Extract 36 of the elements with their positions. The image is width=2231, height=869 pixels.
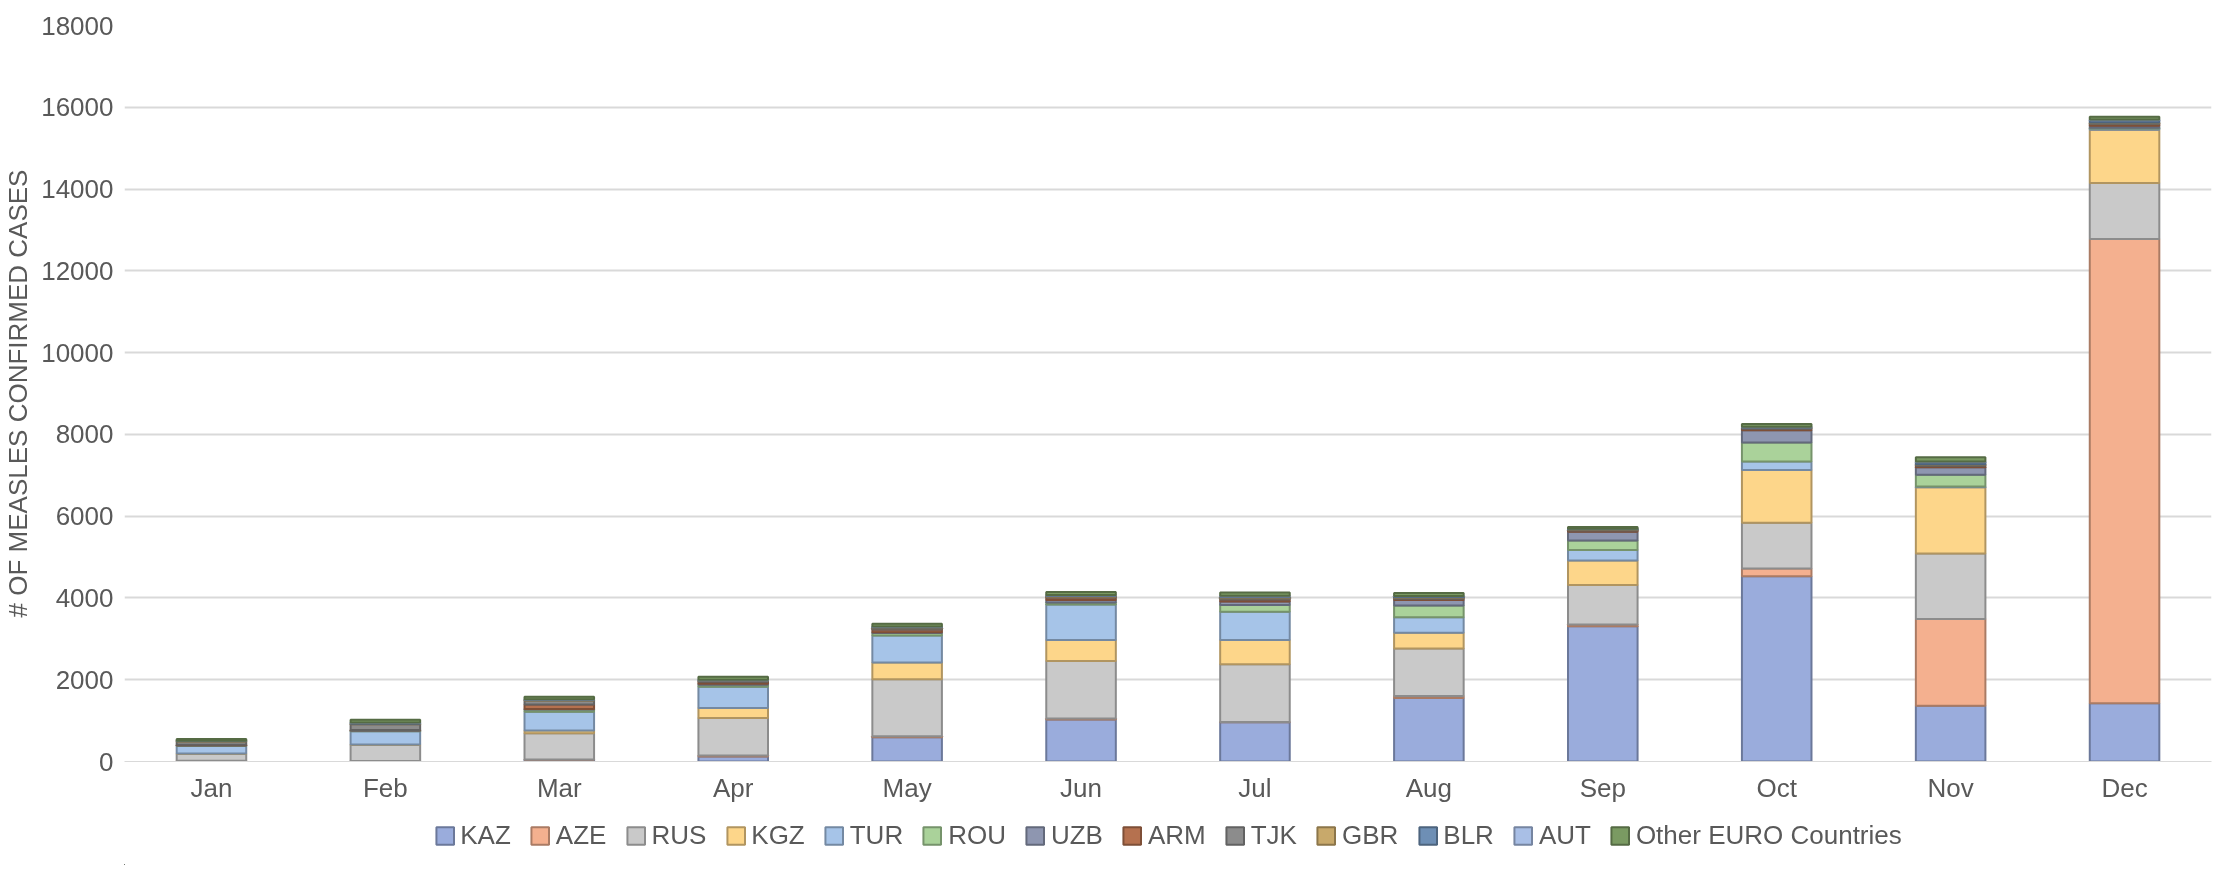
legend-label: AUT	[1538, 819, 1591, 851]
y-tick-label: 14000	[41, 174, 114, 205]
legend-label: BLR	[1443, 819, 1494, 851]
legend-label: ROU	[948, 819, 1006, 851]
x-tick-label: Oct	[1756, 772, 1798, 803]
legend-label: RUS	[651, 819, 707, 851]
x-tick-label: Mar	[536, 772, 583, 803]
x-tick-label: Jun	[1060, 772, 1102, 803]
x-tick-label: Nov	[1927, 772, 1974, 803]
y-axis-title: # OF MEASLES CONFIRMED CASES	[3, 169, 34, 618]
y-tick-label: 10000	[41, 337, 114, 368]
x-tick-label: Dec	[2101, 772, 2148, 803]
y-tick-label: 6000	[55, 501, 114, 532]
legend-label: Other EURO Countries	[1635, 819, 1902, 851]
legend-label: TUR	[849, 819, 904, 851]
x-tick-label: Jul	[1238, 772, 1272, 803]
x-tick-label: Sep	[1579, 772, 1626, 803]
legend-label: UZB	[1050, 819, 1103, 851]
y-tick-label: 4000	[55, 582, 114, 613]
y-tick-label: 18000	[41, 10, 114, 41]
y-tick-label: 2000	[55, 664, 114, 695]
legend-label: TJK	[1250, 819, 1297, 851]
y-tick-label: 8000	[55, 419, 114, 450]
y-tick-label: 16000	[41, 92, 114, 123]
x-tick-label: Feb	[362, 772, 408, 803]
x-tick-label: Aug	[1405, 772, 1453, 803]
legend-label: AZE	[555, 819, 607, 851]
legend-label: ARM	[1147, 819, 1206, 851]
y-tick-label: 12000	[41, 255, 114, 286]
y-tick-label: 0	[99, 746, 114, 777]
legend-label: KGZ	[751, 819, 805, 851]
x-tick-label: Jan	[190, 772, 233, 803]
legend-label: GBR	[1341, 819, 1399, 851]
legend-label: KAZ	[460, 819, 511, 851]
x-tick-label: Apr	[712, 772, 754, 803]
x-tick-label: May	[882, 772, 932, 803]
